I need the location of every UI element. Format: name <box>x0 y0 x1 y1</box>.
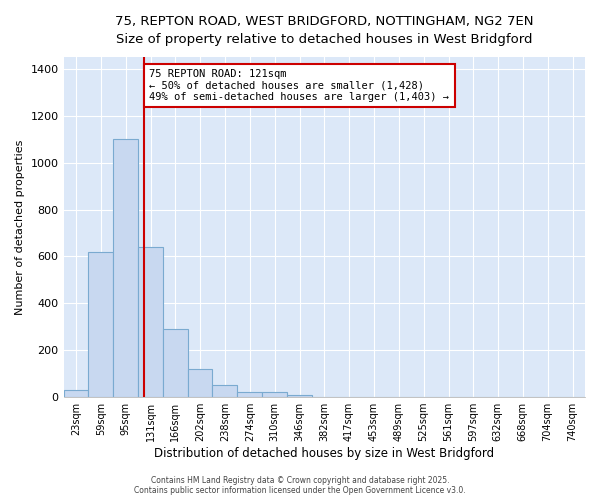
Text: 75 REPTON ROAD: 121sqm
← 50% of detached houses are smaller (1,428)
49% of semi-: 75 REPTON ROAD: 121sqm ← 50% of detached… <box>149 69 449 102</box>
Bar <box>113 139 139 397</box>
Bar <box>262 392 287 397</box>
Y-axis label: Number of detached properties: Number of detached properties <box>15 140 25 315</box>
Bar <box>238 392 262 397</box>
Bar <box>139 247 163 397</box>
Bar <box>188 369 212 397</box>
X-axis label: Distribution of detached houses by size in West Bridgford: Distribution of detached houses by size … <box>154 447 494 460</box>
Bar <box>64 390 88 397</box>
Title: 75, REPTON ROAD, WEST BRIDGFORD, NOTTINGHAM, NG2 7EN
Size of property relative t: 75, REPTON ROAD, WEST BRIDGFORD, NOTTING… <box>115 15 533 46</box>
Text: Contains HM Land Registry data © Crown copyright and database right 2025.
Contai: Contains HM Land Registry data © Crown c… <box>134 476 466 495</box>
Bar <box>163 329 188 397</box>
Bar <box>287 394 312 397</box>
Bar <box>88 252 113 397</box>
Bar <box>212 386 238 397</box>
